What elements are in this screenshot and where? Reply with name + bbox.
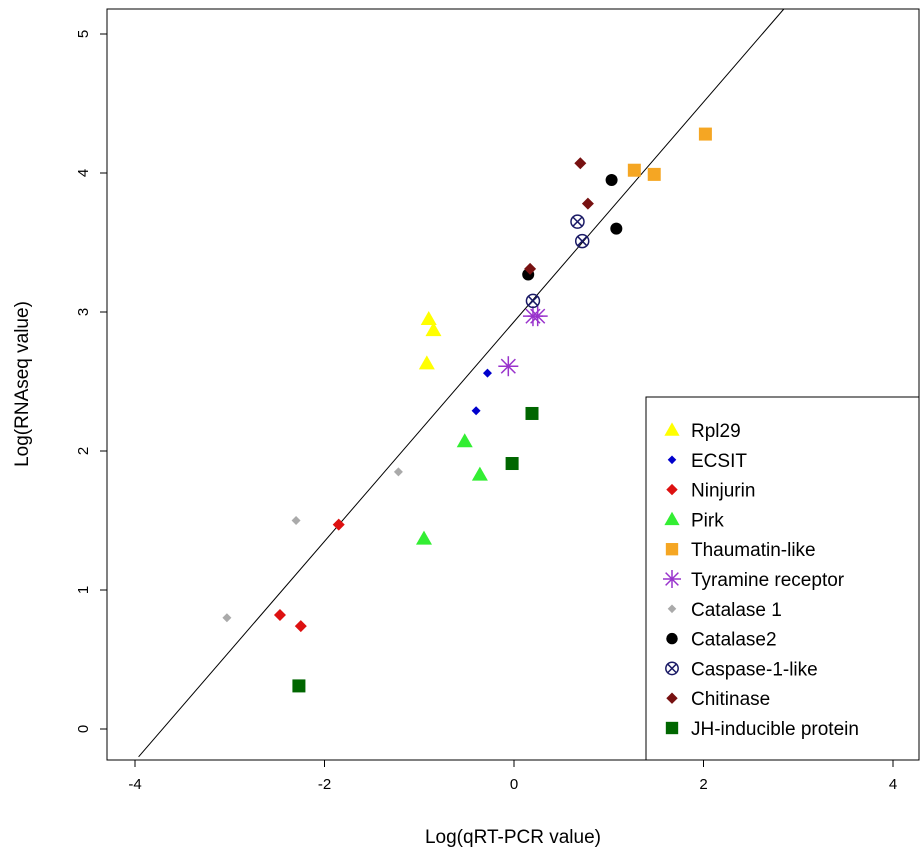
- x-tick-label: -2: [318, 776, 331, 793]
- diamond-shape: [574, 157, 586, 169]
- data-point: [526, 407, 539, 420]
- data-point: [295, 620, 307, 632]
- data-point: [506, 457, 519, 470]
- y-tick-label: 5: [75, 30, 92, 38]
- legend-label: Catalase2: [691, 630, 777, 651]
- legend-marker: [666, 543, 678, 555]
- data-point: [416, 531, 432, 545]
- triangle-shape: [416, 531, 432, 545]
- y-tick-label: 1: [75, 586, 92, 594]
- x-tick-label: 4: [889, 776, 897, 793]
- data-point: [472, 467, 488, 481]
- square-shape: [666, 543, 678, 555]
- diamond-shape: [274, 609, 286, 621]
- data-point: [498, 356, 518, 376]
- legend-label: Chitinase: [691, 689, 770, 710]
- legend-label: ECSIT: [691, 451, 747, 472]
- y-axis: 0 1 2 3 4 5: [75, 30, 107, 733]
- y-tick-label: 3: [75, 308, 92, 316]
- legend-label: Ninjurin: [691, 481, 755, 502]
- square-shape: [628, 164, 641, 177]
- triangle-shape: [421, 311, 437, 325]
- legend-label: Pirk: [691, 510, 724, 531]
- square-shape: [526, 407, 539, 420]
- legend-marker: [666, 722, 678, 734]
- diamond-shape: [295, 620, 307, 632]
- data-point: [419, 355, 435, 369]
- data-point: [421, 311, 437, 325]
- data-point: [582, 198, 594, 210]
- x-tick-label: 0: [510, 776, 518, 793]
- data-point: [472, 406, 481, 415]
- data-point: [526, 294, 539, 307]
- diamond-shape: [472, 406, 481, 415]
- diamond-shape: [582, 198, 594, 210]
- x-axis: -4 -2 0 2 4: [128, 760, 897, 793]
- legend-label: Rpl29: [691, 421, 741, 442]
- legend-label: JH-inducible protein: [691, 719, 859, 740]
- legend: Rpl29 ECSIT Ninjurin Pirk Thaumatin-like Tyra…: [646, 397, 919, 760]
- square-shape: [292, 679, 305, 692]
- y-tick-label: 2: [75, 447, 92, 455]
- data-point: [606, 174, 618, 186]
- y-tick-label: 4: [75, 169, 92, 177]
- data-point: [574, 157, 586, 169]
- data-point: [292, 679, 305, 692]
- data-point: [483, 369, 492, 378]
- data-point: [394, 467, 403, 476]
- diamond-shape: [483, 369, 492, 378]
- y-axis-label: Log(RNAseq value): [12, 301, 33, 467]
- circle-shape: [610, 223, 622, 235]
- x-tick-label: -4: [128, 776, 141, 793]
- data-point: [576, 235, 589, 248]
- data-point: [528, 306, 548, 326]
- legend-marker: [663, 570, 681, 588]
- legend-label: Tyramine receptor: [691, 570, 845, 591]
- legend-entry: JH-inducible protein: [666, 719, 859, 740]
- x-tick-label: 2: [699, 776, 707, 793]
- triangle-shape: [457, 433, 473, 447]
- square-shape: [699, 128, 712, 141]
- data-point: [292, 516, 301, 525]
- square-shape: [506, 457, 519, 470]
- legend-entry: Tyramine receptor: [663, 570, 845, 591]
- data-point: [610, 223, 622, 235]
- diamond-shape: [292, 516, 301, 525]
- data-point: [274, 609, 286, 621]
- circle-shape: [606, 174, 618, 186]
- legend-marker: [666, 633, 677, 644]
- square-shape: [648, 168, 661, 181]
- data-point: [222, 613, 231, 622]
- legend-label: Caspase-1-like: [691, 659, 818, 680]
- y-tick-label: 0: [75, 725, 92, 733]
- legend-label: Catalase 1: [691, 600, 782, 621]
- circle-shape: [666, 633, 677, 644]
- data-point: [699, 128, 712, 141]
- square-shape: [666, 722, 678, 734]
- triangle-shape: [419, 355, 435, 369]
- diamond-shape: [394, 467, 403, 476]
- triangle-shape: [472, 467, 488, 481]
- data-point: [571, 215, 584, 228]
- data-point: [628, 164, 641, 177]
- points-layer: [222, 128, 711, 693]
- diamond-shape: [222, 613, 231, 622]
- legend-label: Thaumatin-like: [691, 540, 816, 561]
- data-point: [457, 433, 473, 447]
- x-axis-label: Log(qRT-PCR value): [425, 827, 601, 848]
- data-point: [648, 168, 661, 181]
